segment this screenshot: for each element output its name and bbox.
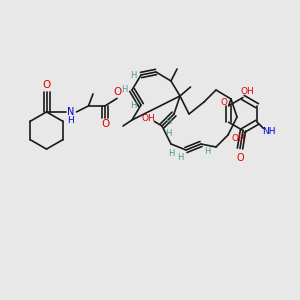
Text: N: N (67, 107, 74, 117)
Text: O: O (101, 119, 109, 129)
Text: OH: OH (142, 114, 155, 123)
Text: H: H (204, 147, 210, 156)
Text: H: H (130, 100, 137, 109)
Text: NH: NH (262, 127, 276, 136)
Text: O: O (113, 87, 121, 98)
Text: O: O (236, 152, 244, 163)
Text: OH: OH (241, 87, 254, 96)
Text: H: H (165, 129, 171, 138)
Text: O: O (42, 80, 51, 90)
Text: H: H (177, 153, 183, 162)
Text: H: H (67, 116, 74, 125)
Text: OH: OH (232, 134, 245, 142)
Text: H: H (121, 85, 128, 94)
Text: H: H (130, 70, 137, 80)
Text: H: H (165, 117, 171, 126)
Text: O: O (220, 98, 227, 107)
Text: H: H (168, 148, 174, 158)
